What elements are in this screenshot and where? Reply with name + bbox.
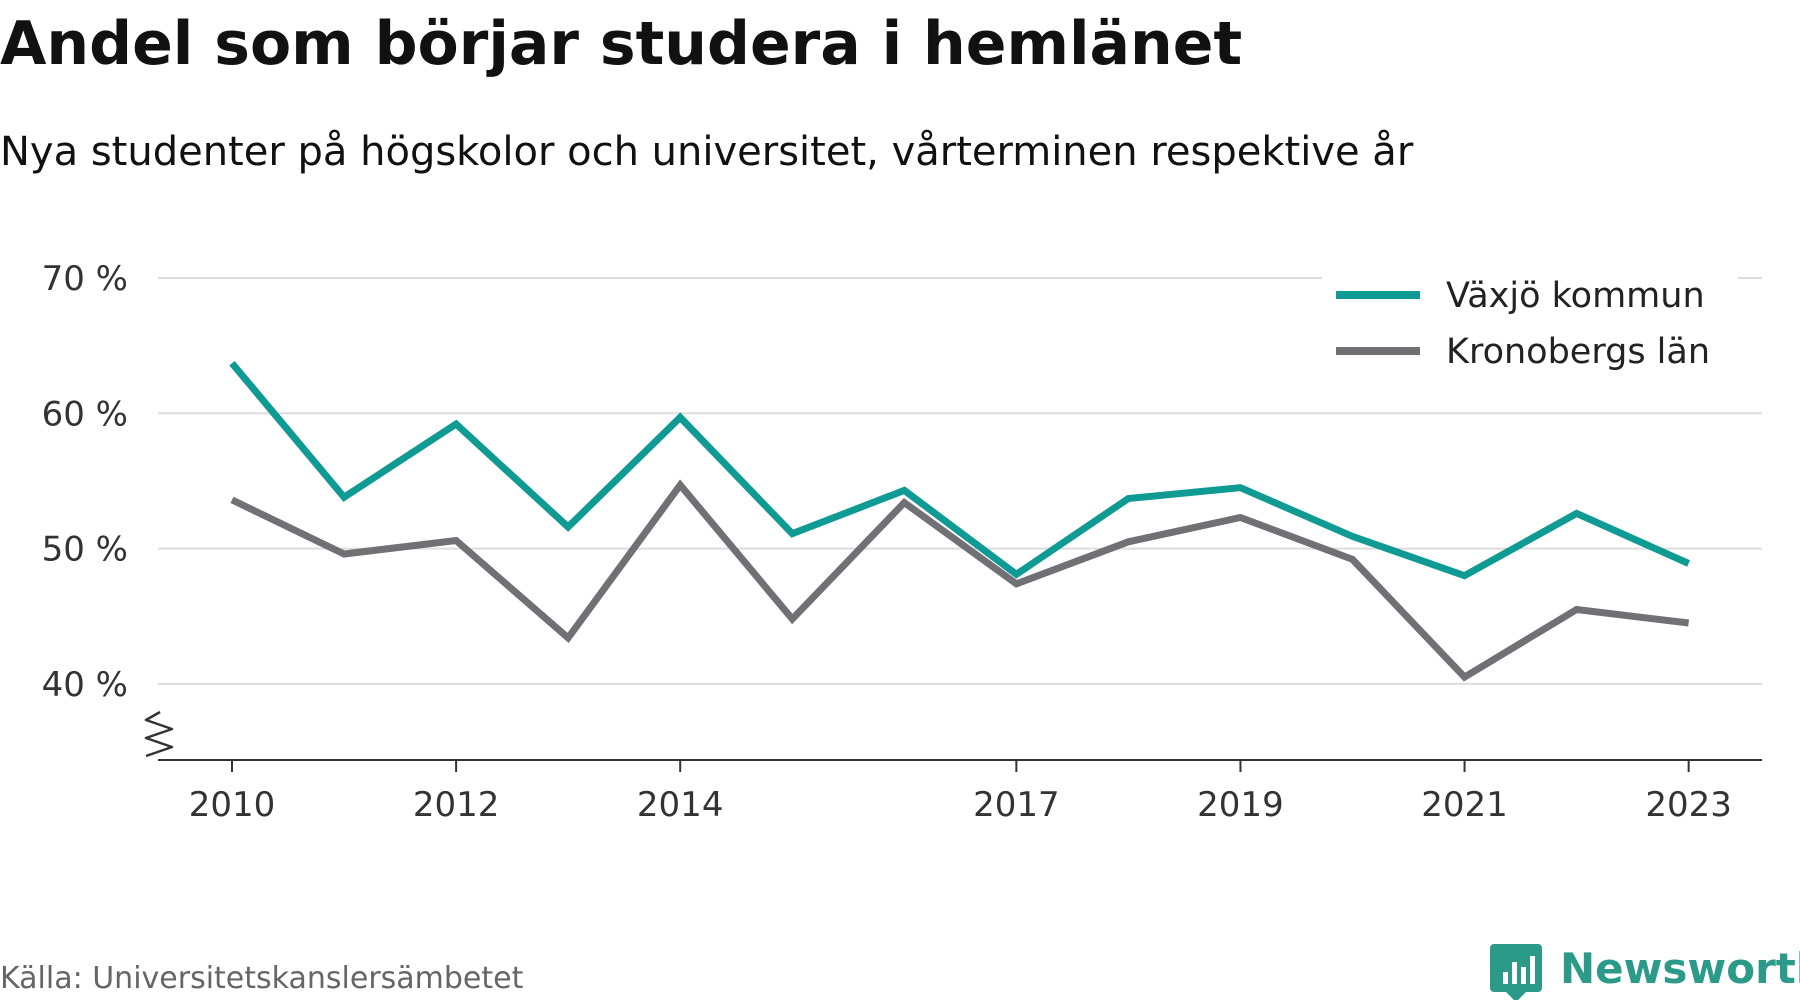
legend-background — [1322, 268, 1738, 378]
axis-break-icon — [144, 710, 174, 758]
x-tick-label: 2021 — [1421, 785, 1508, 825]
source-note: Källa: Universitetskanslersämbetet — [0, 961, 524, 996]
legend-label-kronoberg: Kronobergs län — [1446, 332, 1710, 372]
icon-bar — [1530, 956, 1535, 984]
bar-chart-speech-bubble-icon — [1490, 944, 1542, 1000]
brand-name: Newsworthy — [1560, 944, 1800, 993]
series-line-kronoberg — [230, 479, 1690, 682]
chart-title: Andel som börjar studera i hemlänet — [0, 9, 1242, 79]
legend-label-vaxjo: Växjö kommun — [1446, 276, 1705, 316]
y-tick-label: 70 % — [42, 259, 128, 299]
x-tick-label: 2017 — [973, 785, 1060, 825]
x-tick-label: 2010 — [189, 785, 276, 825]
series-line-vaxjo — [229, 360, 1691, 580]
y-tick-label: 60 % — [42, 394, 128, 434]
y-tick-label: 40 % — [42, 665, 128, 705]
newsworthy-logo: Newsworthy — [1490, 944, 1800, 1000]
chart-subtitle: Nya studenter på högskolor och universit… — [0, 129, 1414, 175]
x-tick-label: 2019 — [1197, 785, 1284, 825]
x-tick-label: 2023 — [1645, 785, 1732, 825]
axes: 2010 2012 2014 2017 2019 2021 2023 — [144, 710, 1762, 825]
series-lines — [229, 360, 1691, 682]
x-tick-label: 2012 — [413, 785, 500, 825]
icon-bar — [1503, 972, 1508, 984]
legend: Växjö kommun Kronobergs län — [1322, 268, 1738, 378]
grid: 70 % 60 % 50 % 40 % — [42, 259, 1762, 705]
y-tick-label: 50 % — [42, 530, 128, 570]
icon-bar — [1512, 962, 1517, 984]
x-tick-label: 2014 — [637, 785, 724, 825]
icon-bar — [1521, 967, 1526, 984]
